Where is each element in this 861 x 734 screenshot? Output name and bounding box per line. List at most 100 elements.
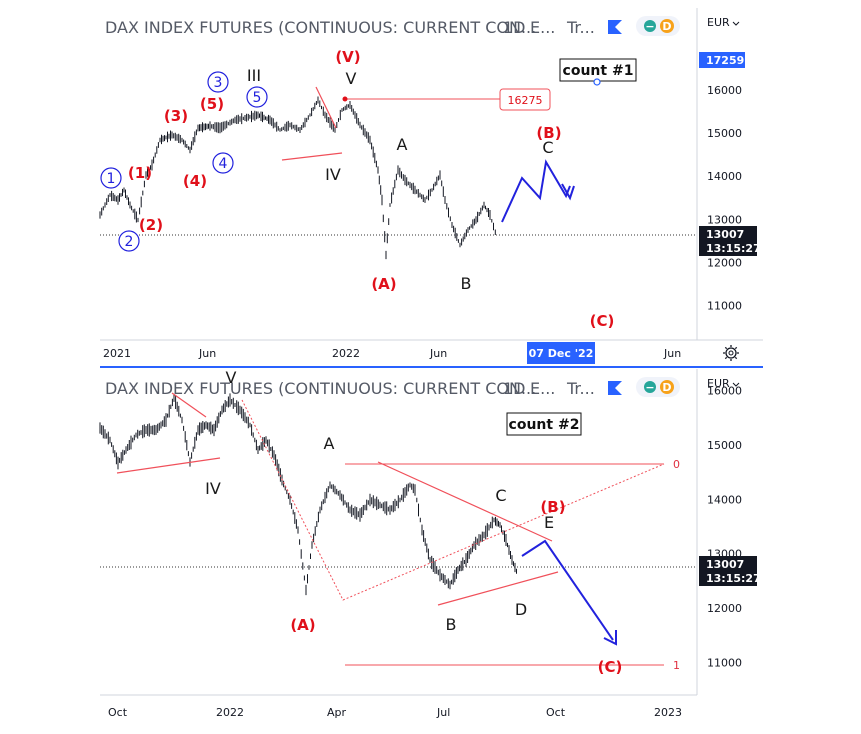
y-tick-16000: 16000 — [707, 84, 742, 97]
wave-label-B-red: (B) — [536, 124, 561, 142]
chart-title-2: DAX INDEX FUTURES (CONTINUOUS: CURRENT C… — [105, 379, 536, 398]
header-type-2[interactable]: Tr... — [566, 379, 595, 398]
chart-title: DAX INDEX FUTURES (CONTINUOUS: CURRENT C… — [105, 18, 536, 37]
wave-circled-4: 4 — [212, 152, 234, 174]
projection-path-2 — [521, 539, 614, 641]
x-tick-jun-3: Jun — [663, 347, 681, 360]
settings-gear-icon[interactable] — [723, 345, 739, 361]
wave-label-A-red: (A) — [371, 275, 396, 293]
x-tick-2022: 2022 — [332, 347, 360, 360]
minus-label: − — [645, 20, 654, 33]
svg-text:4: 4 — [219, 156, 228, 172]
svg-text:2: 2 — [125, 234, 134, 250]
wedge-upper-line — [315, 86, 337, 129]
y-tick-15000: 15000 — [707, 127, 742, 140]
wave-label-C-2: C — [495, 486, 506, 505]
last-price-value-2: 13007 — [706, 558, 744, 571]
y-tick-12000: 12000 — [707, 602, 742, 615]
wave-label-B-red-2: (B) — [540, 498, 565, 516]
wave-label-C-red: (C) — [590, 312, 615, 330]
wave-label-D-2: D — [515, 600, 527, 619]
wave-label-E-2: E — [544, 513, 554, 532]
fib-trend-dotted — [241, 399, 665, 601]
price-badge — [699, 52, 745, 68]
svg-text:1: 1 — [107, 171, 116, 187]
wave-label-III: III — [247, 66, 261, 85]
chevron-down-icon-2[interactable] — [732, 382, 740, 387]
currency-label-2[interactable]: EUR — [707, 377, 730, 390]
last-price-badge-2 — [699, 556, 757, 586]
wave-label-A: A — [397, 135, 408, 154]
header-exchange-2[interactable]: E... — [530, 379, 555, 398]
x-tick-jun-2: Jun — [429, 347, 447, 360]
wave-label-C-red-2: (C) — [598, 658, 623, 676]
y-tick-11000: 11000 — [707, 300, 742, 313]
count-label-box-2 — [506, 412, 582, 436]
market-status-icon-2 — [644, 381, 656, 393]
svg-text:5: 5 — [253, 90, 262, 106]
header-type[interactable]: Tr... — [566, 18, 595, 37]
countdown-value: 13:15:27 — [706, 242, 761, 255]
fib-level-0-label: 0 — [673, 458, 680, 471]
currency-label[interactable]: EUR — [707, 16, 730, 29]
wave-label-C: C — [542, 138, 553, 157]
y-tick-11000: 11000 — [707, 656, 742, 669]
chevron-down-icon[interactable] — [732, 21, 740, 26]
flag-icon-2[interactable] — [608, 381, 622, 395]
y-tick-14000: 14000 — [707, 493, 742, 506]
x-tick-jun-1: Jun — [198, 347, 216, 360]
y-tick-12000: 12000 — [707, 256, 742, 269]
wave-label-V-2: V — [226, 368, 237, 387]
wave-label-IV: IV — [325, 165, 341, 184]
countdown-value-2: 13:15:27 — [706, 572, 761, 585]
panel-count1: DAX INDEX FUTURES (CONTINUOUS: CURRENT C… — [99, 8, 763, 364]
count-label: count #1 — [563, 63, 634, 79]
level-label: 16275 — [508, 94, 543, 107]
header-interval[interactable]: 1D — [503, 18, 526, 37]
date-badge — [527, 342, 595, 364]
triangle-upper-line — [377, 461, 553, 542]
wedge-lower-line-2 — [116, 457, 221, 474]
projection-arrow-icon-2 — [603, 630, 617, 646]
wave-circled-2: 2 — [118, 230, 140, 252]
x-tick-oct-1: Oct — [108, 706, 128, 719]
count-anchor-dot[interactable] — [593, 78, 601, 86]
delayed-label: D — [662, 20, 671, 33]
wave-label-V: V — [346, 69, 357, 88]
wedge-lower-line — [281, 152, 343, 161]
flag-icon[interactable] — [608, 20, 622, 34]
wave-label-A-2: A — [324, 434, 335, 453]
wave-label-IV-2: IV — [205, 479, 221, 498]
x-tick-oct-2: Oct — [546, 706, 566, 719]
wedge-upper-line-2 — [171, 392, 207, 418]
y-tick-15000: 15000 — [707, 439, 742, 452]
minus-label-2: − — [645, 381, 654, 394]
level-label-box — [499, 88, 551, 111]
projection-arrow-icon — [561, 183, 575, 201]
wave-circled-1: 1 — [100, 167, 122, 189]
wave-circled-5: 5 — [246, 86, 268, 108]
header-exchange[interactable]: E... — [530, 18, 555, 37]
last-price-badge — [699, 226, 757, 256]
count-label-2: count #2 — [509, 417, 580, 433]
wave-label-B: B — [461, 274, 472, 293]
panel-count2: DAX INDEX FUTURES (CONTINUOUS: CURRENT C… — [99, 368, 761, 719]
projection-path — [501, 159, 571, 223]
y-tick-14000: 14000 — [707, 170, 742, 183]
header-interval-2[interactable]: 1D — [503, 379, 526, 398]
price-badge-value: 17259 — [706, 54, 744, 67]
last-price-value: 13007 — [706, 228, 744, 241]
price-series — [99, 96, 496, 260]
delayed-data-icon-2 — [660, 380, 674, 394]
wave-label-5: (5) — [200, 95, 224, 113]
wave-label-B-2: B — [446, 615, 457, 634]
delayed-data-icon — [660, 19, 674, 33]
x-tick-apr: Apr — [327, 706, 347, 719]
market-status-icon — [644, 20, 656, 32]
wave-label-4: (4) — [183, 172, 207, 190]
date-badge-label: 07 Dec '22 — [529, 347, 594, 360]
x-tick-2021: 2021 — [103, 347, 131, 360]
wave-label-A-red-2: (A) — [290, 616, 315, 634]
